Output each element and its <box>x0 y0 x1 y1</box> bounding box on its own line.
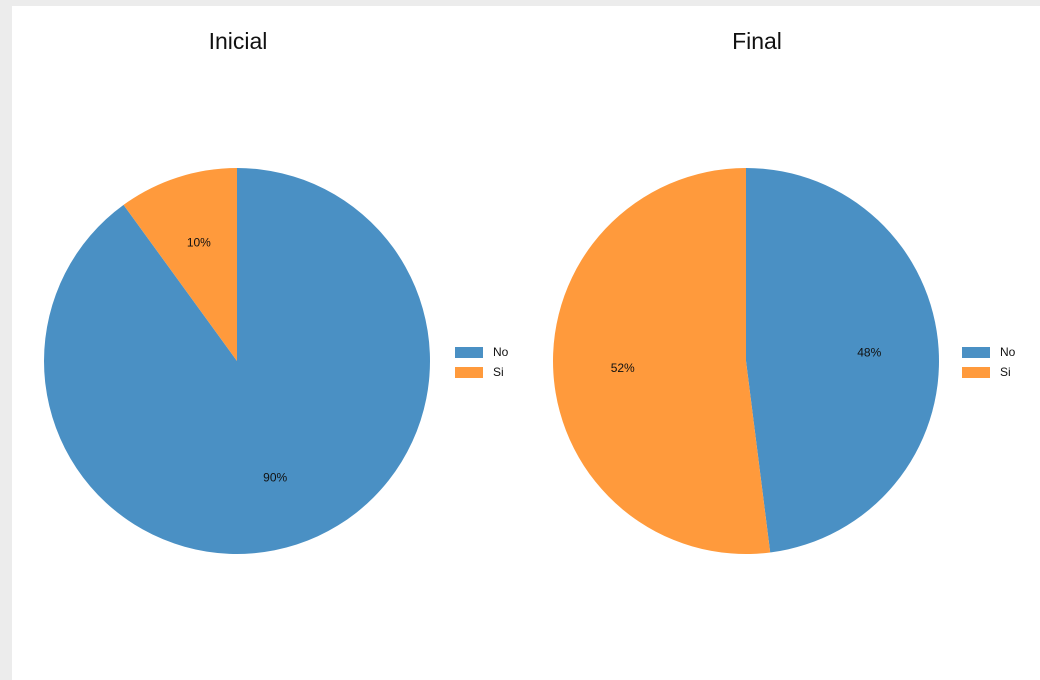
pie-panel-inicial: Inicial 90% 10% No Si <box>12 6 522 680</box>
slice-label-si: 10% <box>187 236 211 250</box>
legend-swatch-si <box>455 366 483 378</box>
pie-slice-si <box>553 168 771 555</box>
legend-swatch-no <box>962 346 990 358</box>
legend: No Si <box>962 342 1015 382</box>
pie-slice-no <box>44 168 431 554</box>
pie-panel-final: Final 48% 52% No Si <box>522 6 1040 680</box>
legend-label-no: No <box>493 345 509 359</box>
legend-item-si: Si <box>455 362 508 382</box>
legend-label-no: No <box>1000 345 1016 359</box>
chart-canvas: Inicial 90% 10% No Si Final 48% 52% No Si <box>12 6 1040 680</box>
legend-item-no: No <box>962 342 1015 362</box>
pie-chart-inicial: 90% 10% <box>44 168 431 554</box>
legend-label-si: Si <box>1000 365 1011 379</box>
pie-slice-no <box>746 168 939 553</box>
chart-title: Final <box>732 28 782 54</box>
legend-swatch-si <box>962 366 990 378</box>
pie-slice-si <box>123 168 237 361</box>
legend-item-si: Si <box>962 362 1015 382</box>
chart-title: Inicial <box>208 28 268 54</box>
slice-label-no: 90% <box>263 471 287 485</box>
slice-label-no: 48% <box>857 345 881 359</box>
legend-item-no: No <box>455 342 508 362</box>
legend: No Si <box>455 342 508 382</box>
slice-label-si: 52% <box>611 361 635 375</box>
legend-swatch-no <box>455 346 483 358</box>
legend-label-si: Si <box>493 365 504 379</box>
pie-chart-final: 48% 52% <box>553 168 939 555</box>
